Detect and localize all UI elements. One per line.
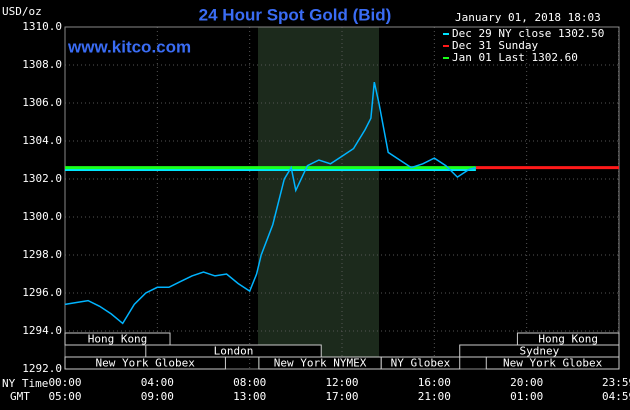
y-tick-label: 1296.0 bbox=[22, 286, 62, 299]
gmt-tick-label: 09:00 bbox=[141, 390, 174, 403]
session-box bbox=[145, 344, 322, 358]
gmt-tick-label: 01:00 bbox=[510, 390, 543, 403]
gmt-tick-label: 13:00 bbox=[233, 390, 266, 403]
price-line bbox=[64, 81, 477, 325]
watermark: www.kitco.com bbox=[67, 37, 191, 56]
x-tick-label: 23:59 bbox=[602, 376, 630, 389]
y-tick-label: 1292.0 bbox=[22, 362, 62, 375]
y-tick-label: 1310.0 bbox=[22, 20, 62, 33]
x-tick-label: 04:00 bbox=[141, 376, 174, 389]
legend-label: Dec 29 NY close 1302.50 bbox=[452, 27, 604, 40]
session-box bbox=[64, 332, 171, 346]
session-label: New York NYMEX bbox=[274, 357, 367, 370]
x-tick-label: 12:00 bbox=[325, 376, 358, 389]
y-tick-label: 1294.0 bbox=[22, 324, 62, 337]
x-tick-label: 20:00 bbox=[510, 376, 543, 389]
session-box bbox=[64, 356, 226, 370]
y-label: USD/oz bbox=[2, 5, 42, 18]
x-label: NY Time bbox=[2, 377, 48, 390]
y-tick-label: 1298.0 bbox=[22, 248, 62, 261]
legend-label: Jan 01 Last 1302.60 bbox=[452, 51, 578, 64]
session-box bbox=[380, 356, 461, 370]
x-tick-label: 00:00 bbox=[48, 376, 81, 389]
session-box bbox=[485, 356, 620, 370]
gmt-tick-label: 05:00 bbox=[48, 390, 81, 403]
gmt-tick-label: 17:00 bbox=[325, 390, 358, 403]
session-label: Hong Kong bbox=[88, 333, 148, 346]
session-label: Sydney bbox=[519, 345, 559, 358]
y-tick-label: 1302.0 bbox=[22, 172, 62, 185]
timestamp: January 01, 2018 18:03 bbox=[455, 11, 601, 24]
y-tick-label: 1304.0 bbox=[22, 134, 62, 147]
session-label: New York Globex bbox=[503, 357, 603, 370]
x-tick-label: 08:00 bbox=[233, 376, 266, 389]
session-label: Hong Kong bbox=[538, 333, 598, 346]
session-label: New York Globex bbox=[96, 357, 196, 370]
y-tick-label: 1306.0 bbox=[22, 96, 62, 109]
x-tick-label: 16:00 bbox=[418, 376, 451, 389]
y-tick-label: 1308.0 bbox=[22, 58, 62, 71]
gmt-tick-label: 21:00 bbox=[418, 390, 451, 403]
session-label: NY Globex bbox=[391, 357, 451, 370]
chart-title: 24 Hour Spot Gold (Bid) bbox=[199, 5, 392, 24]
nymex-shade bbox=[258, 27, 379, 369]
legend-label: Dec 31 Sunday bbox=[452, 39, 538, 52]
gmt-tick-label: 04:59 bbox=[602, 390, 630, 403]
session-label: London bbox=[214, 345, 254, 358]
y-tick-label: 1300.0 bbox=[22, 210, 62, 223]
x2-label: GMT bbox=[10, 390, 30, 403]
